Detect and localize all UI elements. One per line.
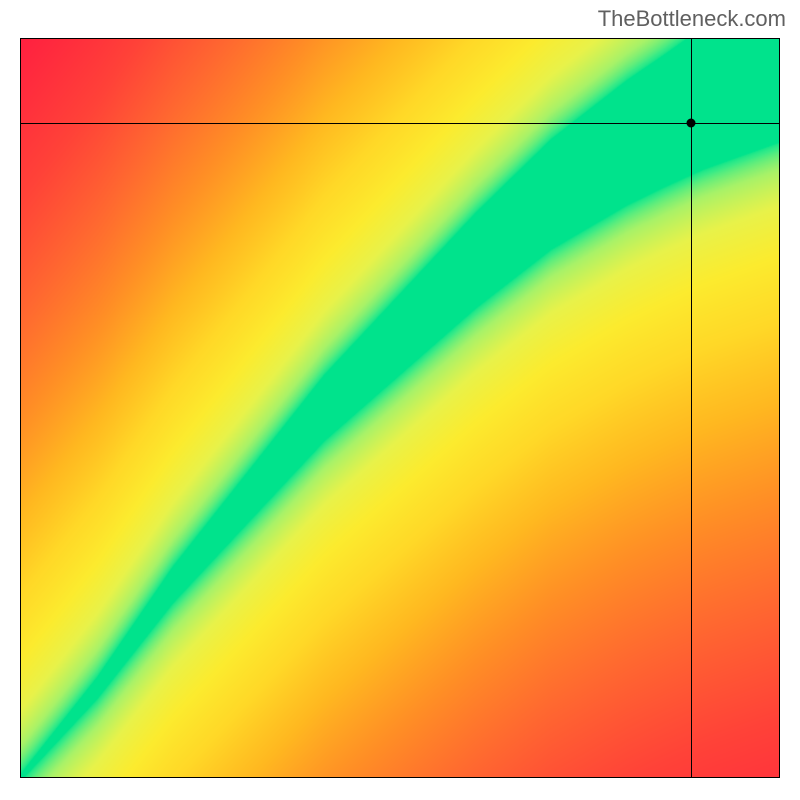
crosshair-vertical <box>691 39 692 777</box>
marker-dot <box>687 118 696 127</box>
crosshair-horizontal <box>21 123 779 124</box>
watermark-label: TheBottleneck.com <box>598 6 786 32</box>
heatmap-chart <box>20 38 780 778</box>
heatmap-canvas <box>21 39 779 777</box>
